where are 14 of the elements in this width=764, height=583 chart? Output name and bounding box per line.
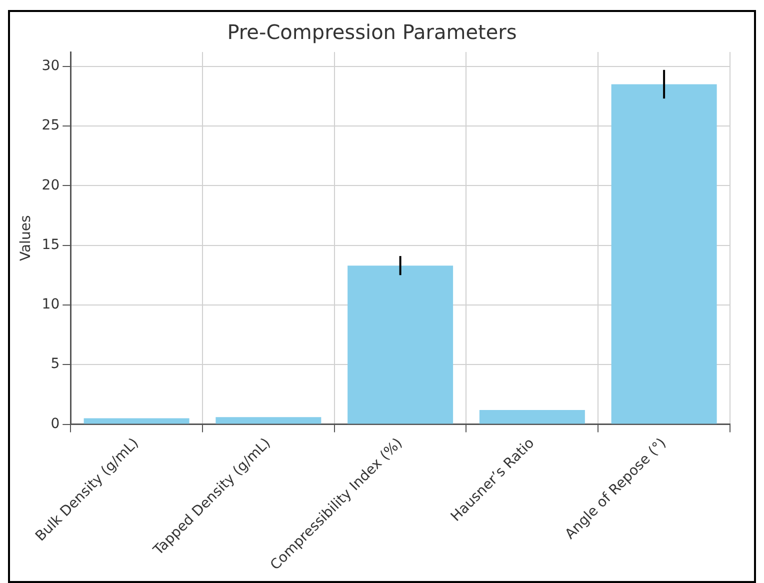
y-tick-label: 20 — [42, 177, 60, 194]
y-tick-label: 15 — [42, 236, 60, 253]
bar — [479, 410, 585, 424]
y-tick-label: 30 — [42, 58, 60, 74]
bar — [84, 418, 190, 424]
y-axis-title: Values — [18, 215, 34, 262]
bar — [348, 266, 454, 424]
bar — [216, 417, 322, 424]
bar — [611, 84, 717, 424]
y-tick-label: 25 — [42, 118, 60, 134]
y-tick-label: 0 — [50, 416, 60, 432]
y-tick-label: 5 — [50, 356, 60, 372]
y-tick-label: 10 — [42, 296, 60, 313]
chart-title: Pre-Compression Parameters — [227, 20, 517, 44]
